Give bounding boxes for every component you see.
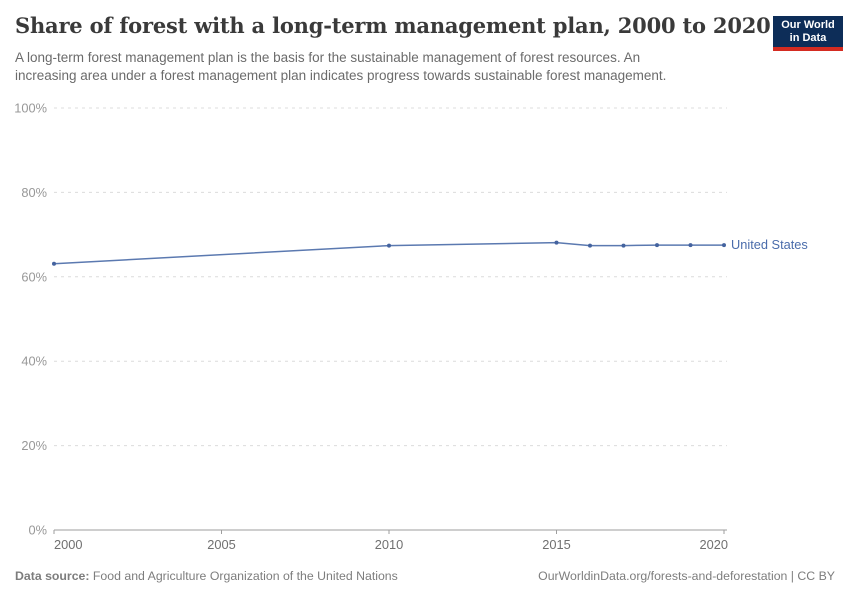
data-point-2016[interactable] xyxy=(588,243,592,248)
y-tick-label-0: 0% xyxy=(29,523,48,538)
y-tick-label-60: 60% xyxy=(21,269,47,284)
y-tick-label-100: 100% xyxy=(14,101,47,116)
data-point-2019[interactable] xyxy=(688,243,693,248)
data-point-2015[interactable] xyxy=(554,240,559,245)
data-point-2010[interactable] xyxy=(387,243,391,248)
x-tick-label-2000: 2000 xyxy=(54,537,82,552)
chart-subtitle: A long-term forest management plan is th… xyxy=(15,49,666,85)
series-line-united-states[interactable] xyxy=(53,241,724,265)
data-point-2018[interactable] xyxy=(655,243,659,248)
data-point-2020[interactable] xyxy=(722,243,726,248)
chart-title: Share of forest with a long-term managem… xyxy=(15,13,771,38)
data-source-label: Data source: xyxy=(15,569,90,583)
data-point-2017[interactable] xyxy=(621,243,626,248)
owid-logo[interactable]: Our World in Data xyxy=(773,16,843,51)
x-tick-label-2005: 2005 xyxy=(207,537,235,552)
series-label-united-states[interactable]: United States xyxy=(731,237,808,253)
owid-logo-line2: in Data xyxy=(789,31,827,44)
chart-subtitle-line1: A long-term forest management plan is th… xyxy=(15,50,641,65)
chart-subtitle-line2: increasing area under a forest managemen… xyxy=(15,68,667,83)
y-tick-label-20: 20% xyxy=(21,438,47,453)
data-point-2000[interactable] xyxy=(52,261,56,266)
data-source-note: Data source: Food and Agriculture Organi… xyxy=(15,569,398,583)
y-tick-label-80: 80% xyxy=(21,185,47,200)
owid-logo-line1: Our World xyxy=(781,18,835,31)
x-tick-label-2015: 2015 xyxy=(542,537,570,552)
x-tick-label-2020: 2020 xyxy=(700,537,728,552)
y-tick-label-40: 40% xyxy=(21,354,47,369)
owid-url-license-link[interactable]: OurWorldinData.org/forests-and-deforesta… xyxy=(538,569,835,583)
data-source-text: Food and Agriculture Organization of the… xyxy=(92,569,398,583)
x-tick-label-2010: 2010 xyxy=(375,537,403,552)
